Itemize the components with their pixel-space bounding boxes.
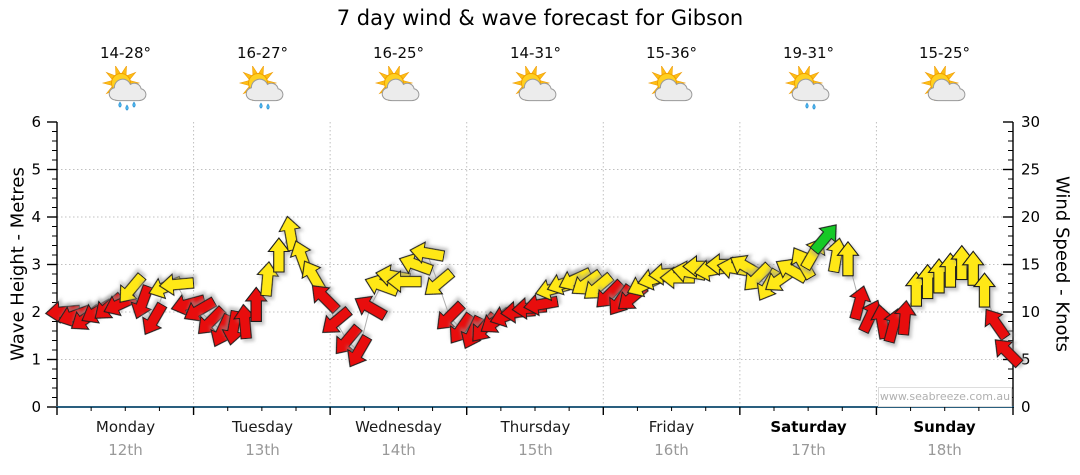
weather-icon [919, 64, 971, 116]
wind-arrow [424, 267, 456, 296]
wind-arrow [436, 300, 467, 330]
sun-cloud-icon [374, 64, 419, 102]
weather-icon [646, 64, 698, 116]
sun-cloud-icon [920, 64, 965, 102]
wind-arrow [311, 285, 341, 315]
weather-icon [100, 64, 152, 116]
chart-title: 7 day wind & wave forecast for Gibson [336, 6, 744, 30]
weather-icon [373, 64, 425, 116]
sun-cloud-icon [101, 64, 146, 111]
day-name: Thursday [500, 418, 571, 436]
day-name: Sunday [913, 418, 976, 436]
wave-axis-tick-label: 3 [31, 256, 41, 274]
day-name: Saturday [770, 418, 847, 436]
day-date: 12th [108, 441, 143, 459]
wave-axis-tick-label: 4 [31, 208, 41, 226]
sun-cloud-icon [647, 64, 692, 102]
wind-axis-tick-label: 10 [1021, 303, 1040, 321]
wave-axis-tick-label: 2 [31, 303, 41, 321]
day-name: Friday [648, 418, 695, 436]
sun-cloud-icon [784, 64, 829, 110]
day-name: Wednesday [355, 418, 442, 436]
temp-range: 14-28° [99, 44, 152, 62]
wind-arrow [961, 250, 985, 286]
rain-drop-icon [131, 101, 136, 108]
rain-drop-icon [265, 103, 270, 110]
day-name: Tuesday [231, 418, 294, 436]
wind-arrow [386, 269, 422, 294]
wind-axis-tick-label: 5 [1021, 351, 1031, 369]
temp-range: 16-25° [372, 44, 425, 62]
wind-axis-tick-label: 15 [1021, 256, 1040, 274]
sun-cloud-icon [238, 64, 283, 110]
wind-arrow [142, 301, 168, 336]
rain-drop-icon [124, 104, 129, 111]
wind-arrow [809, 224, 837, 256]
wave-axis-tick-label: 1 [31, 351, 41, 369]
rain-drop-icon [258, 102, 263, 109]
temp-range: 15-36° [645, 44, 698, 62]
day-date: 15th [518, 441, 553, 459]
wind-arrow [335, 323, 363, 355]
wind-arrow [972, 272, 997, 308]
wind-arrow [836, 240, 860, 277]
day-date: 16th [654, 441, 689, 459]
wind-arrow [848, 285, 872, 321]
temp-range: 16-27° [236, 44, 289, 62]
wind-arrow [893, 299, 917, 336]
day-date: 17th [791, 441, 826, 459]
wind-arrow [994, 339, 1024, 369]
sun-cloud-icon [511, 64, 556, 102]
wind-axis-tick-label: 30 [1021, 113, 1040, 131]
wind-arrow [256, 260, 280, 297]
wind-arrow [347, 333, 373, 368]
wind-axis-tick-label: 25 [1021, 161, 1040, 179]
wind-arrow [158, 273, 195, 297]
wind-arrow [354, 295, 389, 322]
weather-icon [783, 64, 835, 116]
temp-range: 19-31° [782, 44, 835, 62]
temp-range: 15-25° [918, 44, 971, 62]
wave-axis-tick-label: 5 [31, 161, 41, 179]
wave-axis-tick-label: 6 [31, 113, 41, 131]
wind-arrow [322, 305, 353, 334]
day-name: Monday [95, 418, 156, 436]
wind-axis-tick-label: 20 [1021, 208, 1040, 226]
day-date: 18th [927, 441, 962, 459]
rain-drop-icon [117, 101, 122, 108]
wind-axis-tick-label: 0 [1021, 398, 1031, 416]
wind-arrow [267, 237, 291, 273]
watermark: www.seabreeze.com.au [878, 387, 1012, 407]
wave-axis-tick-label: 0 [31, 398, 41, 416]
wind-arrow [119, 272, 147, 303]
rain-drop-icon [804, 102, 809, 109]
rain-drop-icon [811, 103, 816, 110]
weather-icon [510, 64, 562, 116]
day-date: 13th [245, 441, 280, 459]
weather-icon [237, 64, 289, 116]
wind-arrow [197, 305, 228, 335]
temp-range: 14-31° [509, 44, 562, 62]
wind-arrow [409, 241, 446, 265]
wind-arrow [244, 286, 268, 322]
wind-arrow [130, 284, 154, 320]
wind-arrow [984, 308, 1011, 342]
day-date: 14th [381, 441, 416, 459]
